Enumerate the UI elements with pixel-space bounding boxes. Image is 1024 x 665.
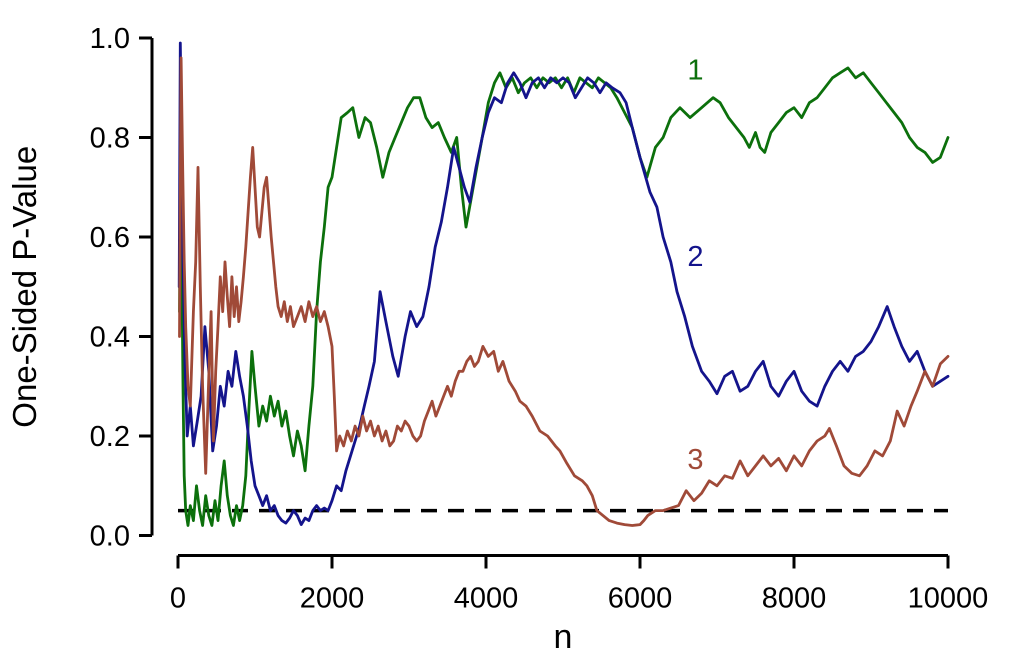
y-tick-label: 0.0 <box>90 521 130 553</box>
y-tick-label: 0.2 <box>90 421 130 453</box>
y-axis-title: One-Sided P-Value <box>6 146 43 428</box>
y-tick-label: 1.0 <box>90 23 130 55</box>
series-3-label: 3 <box>687 444 703 476</box>
x-axis-title: n <box>554 618 573 656</box>
x-tick-label: 6000 <box>608 583 673 615</box>
y-tick-label: 0.6 <box>90 222 130 254</box>
series-3-line <box>178 56 950 527</box>
x-tick-label: 8000 <box>762 583 827 615</box>
y-tick-label: 0.4 <box>90 322 130 354</box>
x-tick-label: 4000 <box>454 583 519 615</box>
series-1-label: 1 <box>687 54 703 86</box>
y-tick-label: 0.8 <box>90 123 130 155</box>
series-2-label: 2 <box>687 241 703 273</box>
x-tick-label: 10000 <box>908 583 989 615</box>
x-tick-label: 0 <box>170 583 186 615</box>
series-2-line <box>177 41 950 526</box>
x-tick-label: 2000 <box>300 583 365 615</box>
